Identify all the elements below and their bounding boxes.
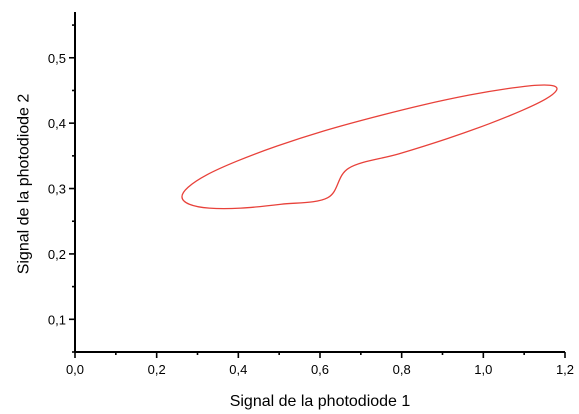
y-axis-label: Signal de la photodiode 2 — [16, 94, 33, 275]
x-tick-label-0: 0,0 — [66, 362, 84, 377]
x-tick-label-2: 0,4 — [229, 362, 247, 377]
x-tick-label-1: 0,2 — [148, 362, 166, 377]
x-tick-label-5: 1,0 — [474, 362, 492, 377]
x-axis-label: Signal de la photodiode 1 — [230, 393, 411, 410]
y-tick-label-1: 0,2 — [48, 247, 66, 262]
x-axis-ticks: 0,0 0,2 0,4 0,6 0,8 1,0 1,2 — [66, 352, 574, 377]
y-tick-label-2: 0,3 — [48, 182, 66, 197]
y-axis-ticks: 0,1 0,2 0,3 0,4 0,5 — [48, 24, 75, 353]
x-tick-label-6: 1,2 — [556, 362, 574, 377]
x-tick-label-4: 0,8 — [393, 362, 411, 377]
y-tick-label-0: 0,1 — [48, 312, 66, 327]
y-tick-label-3: 0,4 — [48, 116, 66, 131]
series-curve — [181, 84, 558, 210]
x-tick-label-3: 0,6 — [311, 362, 329, 377]
y-tick-label-4: 0,5 — [48, 51, 66, 66]
